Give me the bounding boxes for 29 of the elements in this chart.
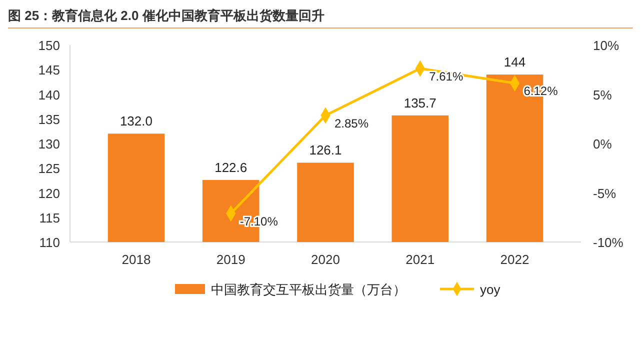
y-tick-label: 115	[39, 210, 60, 226]
data-label: 2.85%	[334, 116, 369, 130]
x-tick-label: 2020	[311, 252, 340, 267]
y-tick-label: 145	[38, 62, 60, 78]
data-label: 135.7	[404, 95, 436, 110]
y-tick-label: 150	[38, 38, 60, 53]
y-tick-label: 140	[38, 87, 60, 102]
y-tick-label: 110	[39, 235, 60, 250]
x-tick-label: 2019	[216, 252, 246, 267]
y2-tick-label: 10%	[593, 38, 620, 53]
y2-tick-label: 0%	[593, 136, 612, 152]
data-label: 122.6	[214, 160, 248, 175]
x-tick-label: 2022	[500, 252, 530, 267]
y2-tick-label: -10%	[593, 235, 624, 250]
data-label: 144	[504, 54, 526, 70]
y-tick-label: 120	[38, 186, 60, 201]
data-label: 126.1	[309, 142, 342, 158]
y-tick-label: 125	[38, 161, 60, 176]
data-label: 132.0	[120, 114, 153, 129]
chart-title: 图 25：教育信息化 2.0 催化中国教育平板出货数量回升	[8, 8, 324, 23]
x-tick-label: 2021	[406, 252, 435, 267]
legend-label: 中国教育交互平板出货量（万台）	[211, 282, 406, 297]
y2-tick-label: -5%	[593, 186, 617, 201]
y-tick-label: 135	[38, 112, 60, 127]
y-tick-label: 130	[38, 136, 60, 152]
x-tick-label: 2018	[122, 252, 151, 267]
y2-tick-label: 5%	[593, 87, 612, 102]
data-label: 7.61%	[429, 70, 464, 84]
legend-label: yoy	[480, 282, 501, 297]
